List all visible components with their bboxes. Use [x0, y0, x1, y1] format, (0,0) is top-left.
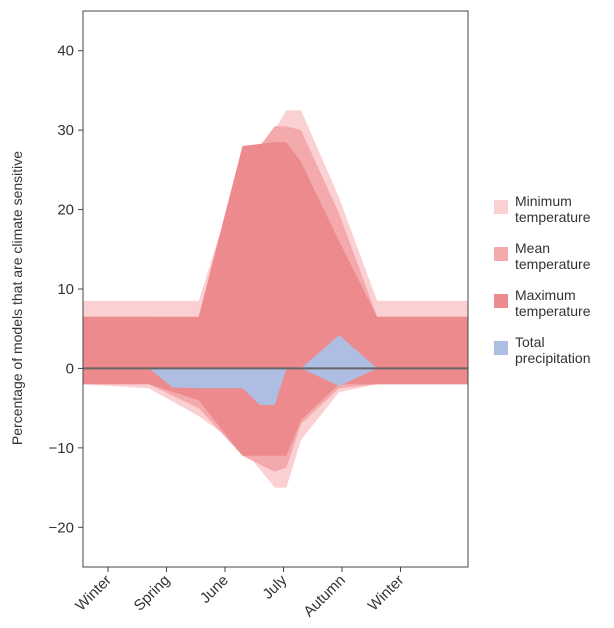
- x-tick-label: Winter: [72, 572, 115, 615]
- y-tick-label: 40: [57, 43, 74, 60]
- legend-swatch-minimum-temperature: [494, 200, 508, 214]
- y-tick-label: 10: [57, 281, 74, 298]
- x-tick-label: July: [259, 571, 290, 602]
- legend-label-mean-temperature: temperature: [515, 256, 591, 272]
- x-tick-label: Spring: [131, 572, 174, 615]
- y-tick-label: −10: [49, 440, 74, 457]
- y-tick-label: 30: [57, 122, 74, 139]
- plot-areas: [83, 110, 468, 488]
- y-tick-label: 0: [66, 360, 74, 377]
- legend-label-total-precipitation: Total: [515, 334, 545, 350]
- y-axis-title: Percentage of models that are climate se…: [9, 151, 25, 445]
- legend-label-maximum-temperature: Maximum: [515, 287, 576, 303]
- legend-label-mean-temperature: Mean: [515, 240, 550, 256]
- legend-label-minimum-temperature: temperature: [515, 209, 591, 225]
- legend-swatch-mean-temperature: [494, 247, 508, 261]
- legend-label-maximum-temperature: temperature: [515, 303, 591, 319]
- legend-swatch-maximum-temperature: [494, 294, 508, 308]
- y-tick-label: 20: [57, 202, 74, 219]
- x-tick-label: June: [197, 572, 232, 607]
- legend-label-total-precipitation: precipitation: [515, 350, 591, 366]
- x-axis: Winter Spring June July Autumn Winter: [72, 567, 407, 620]
- x-tick-label: Autumn: [300, 572, 349, 621]
- series-area-total-precipitation: [83, 335, 468, 405]
- x-tick-label: Winter: [365, 572, 408, 615]
- series-area-maximum-temperature: [83, 142, 468, 456]
- legend-swatch-total-precipitation: [494, 341, 508, 355]
- y-tick-label: −20: [49, 519, 74, 536]
- legend-label-minimum-temperature: Minimum: [515, 193, 572, 209]
- legend: MinimumtemperatureMeantemperatureMaximum…: [494, 193, 591, 366]
- y-axis: −20 −10 0 10 20 30 40: [49, 43, 83, 536]
